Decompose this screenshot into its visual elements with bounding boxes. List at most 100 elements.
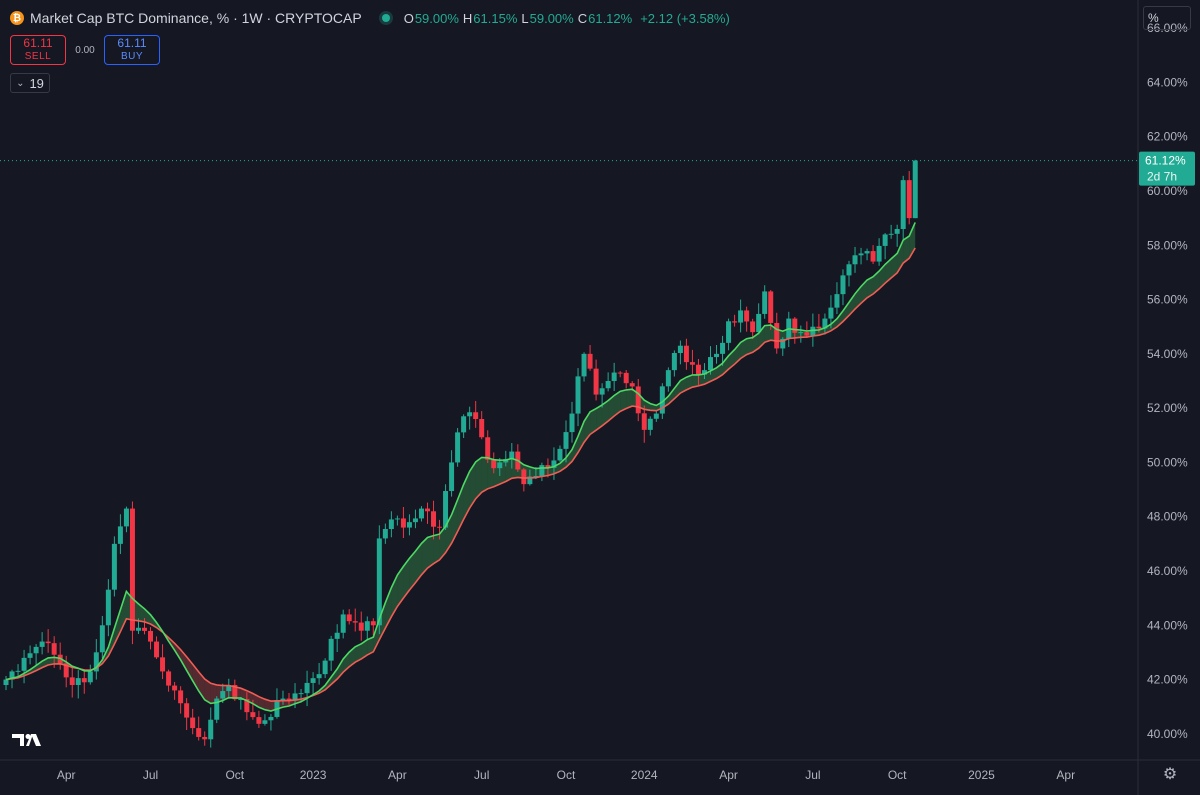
candle-body — [798, 332, 804, 334]
candle-body — [316, 674, 322, 679]
y-tick-label: 64.00% — [1147, 75, 1188, 89]
candle-body — [569, 413, 575, 433]
candle-body — [611, 372, 617, 381]
ema-ribbon-segment — [337, 659, 344, 679]
x-tick-label: Apr — [719, 768, 738, 782]
ema-ribbon-segment — [752, 333, 759, 353]
candle-body — [298, 693, 304, 695]
candle-body — [220, 691, 226, 699]
ema-ribbon-segment — [680, 377, 687, 394]
trade-buttons: 61.11 SELL 0.00 61.11 BUY — [10, 35, 160, 65]
ema-ribbon-segment — [740, 338, 747, 359]
price-scale-unit-button[interactable]: % — [1143, 6, 1191, 30]
buy-price: 61.11 — [117, 36, 147, 50]
candle-body — [575, 376, 581, 414]
candle-body — [9, 671, 15, 680]
ema-fast-line — [5, 222, 916, 712]
candle-body — [135, 627, 141, 631]
x-tick-label: Apr — [57, 768, 76, 782]
candle-body — [888, 233, 894, 235]
candle-body — [635, 386, 641, 414]
candle-body — [744, 310, 750, 322]
ema-lines — [5, 222, 916, 712]
candle-body — [756, 313, 762, 333]
candle-body — [172, 685, 178, 691]
candle-body — [714, 353, 720, 358]
ohlc-close: C61.12% — [577, 10, 633, 26]
spread-value: 0.00 — [75, 44, 95, 56]
candle-body — [412, 518, 418, 523]
last-price-badge — [1139, 151, 1195, 186]
candle-body — [99, 625, 105, 653]
candle-body — [328, 638, 334, 661]
y-tick-label: 48.00% — [1147, 510, 1188, 524]
bitcoin-icon: ₿ — [10, 11, 24, 25]
candle-body — [69, 677, 75, 685]
candle-body — [683, 345, 689, 363]
candle-body — [527, 476, 533, 485]
buy-button[interactable]: 61.11 BUY — [104, 35, 160, 65]
ema-ribbon-segment — [367, 637, 374, 655]
ema-ribbon-segment — [289, 699, 296, 706]
candle-body — [599, 388, 605, 395]
candle-body — [262, 720, 268, 724]
candle-body — [196, 728, 202, 737]
candle-body — [178, 690, 184, 704]
y-tick-label: 66.00% — [1147, 21, 1188, 35]
ema-ribbon-segment — [626, 389, 633, 409]
candle-body — [15, 670, 21, 672]
y-tick-label: 54.00% — [1147, 347, 1188, 361]
ema-ribbon-segment — [451, 499, 458, 544]
candle-body — [141, 627, 147, 631]
candle-body — [545, 465, 551, 468]
candle-body — [774, 322, 780, 349]
candle-body — [882, 234, 888, 246]
candle-body — [400, 518, 406, 528]
candle-body — [864, 251, 870, 254]
ema-ribbon-segment — [397, 566, 404, 607]
candle-body — [738, 310, 744, 323]
x-tick-label: Apr — [388, 768, 407, 782]
ema-ribbon-segment — [331, 668, 338, 685]
candle-body — [376, 538, 382, 626]
candle-body — [677, 345, 683, 353]
chart-legend: ₿ Market Cap BTC Dominance, % · 1W · CRY… — [10, 8, 730, 28]
sell-button[interactable]: 61.11 SELL — [10, 35, 66, 65]
candle-body — [732, 321, 738, 323]
last-price-value: 61.12% — [1145, 154, 1186, 168]
ema-ribbon-segment — [475, 457, 482, 499]
y-tick-label: 42.00% — [1147, 673, 1188, 687]
candle-body — [780, 338, 786, 349]
ema-ribbon-segment — [547, 466, 554, 476]
candle-body — [388, 519, 394, 529]
candle-body — [840, 275, 846, 295]
candle-body — [370, 621, 376, 626]
tradingview-logo-icon[interactable] — [12, 732, 44, 748]
candle-body — [695, 364, 701, 375]
candle-body — [111, 543, 117, 590]
ema-ribbon-segment — [572, 436, 579, 462]
candle-body — [473, 412, 479, 419]
x-tick-label: 2024 — [631, 768, 658, 782]
indicators-toggle-button[interactable]: ⌄ 19 — [10, 73, 50, 93]
candle-body — [792, 318, 798, 333]
ema-ribbon-segment — [258, 696, 265, 710]
candle-body — [268, 716, 274, 721]
symbol-title[interactable]: Market Cap BTC Dominance, % · 1W · CRYPT… — [30, 10, 362, 26]
ema-ribbon-segment — [668, 388, 675, 405]
x-tick-label: 2023 — [300, 768, 327, 782]
candle-body — [701, 370, 707, 375]
gear-icon[interactable]: ⚙ — [1162, 766, 1178, 783]
candle-body — [394, 518, 400, 520]
candle-body — [912, 160, 918, 219]
ema-ribbon-segment — [758, 325, 765, 349]
time-scale[interactable]: Apr Jul Oct 2023 Apr Jul Oct 2024 Apr Jul Oct 2025 A… — [57, 768, 1075, 782]
ema-ribbon-segment — [264, 699, 271, 712]
candle-body — [256, 717, 262, 724]
price-scale[interactable]: 40.00% 42.00% 44.00% 46.00% 48.00% 50.00% 52.0… — [1147, 21, 1188, 741]
candle-body — [720, 342, 726, 354]
candle-body — [461, 416, 467, 433]
market-status-icon — [381, 14, 390, 22]
ema-ribbon-segment — [686, 374, 693, 390]
